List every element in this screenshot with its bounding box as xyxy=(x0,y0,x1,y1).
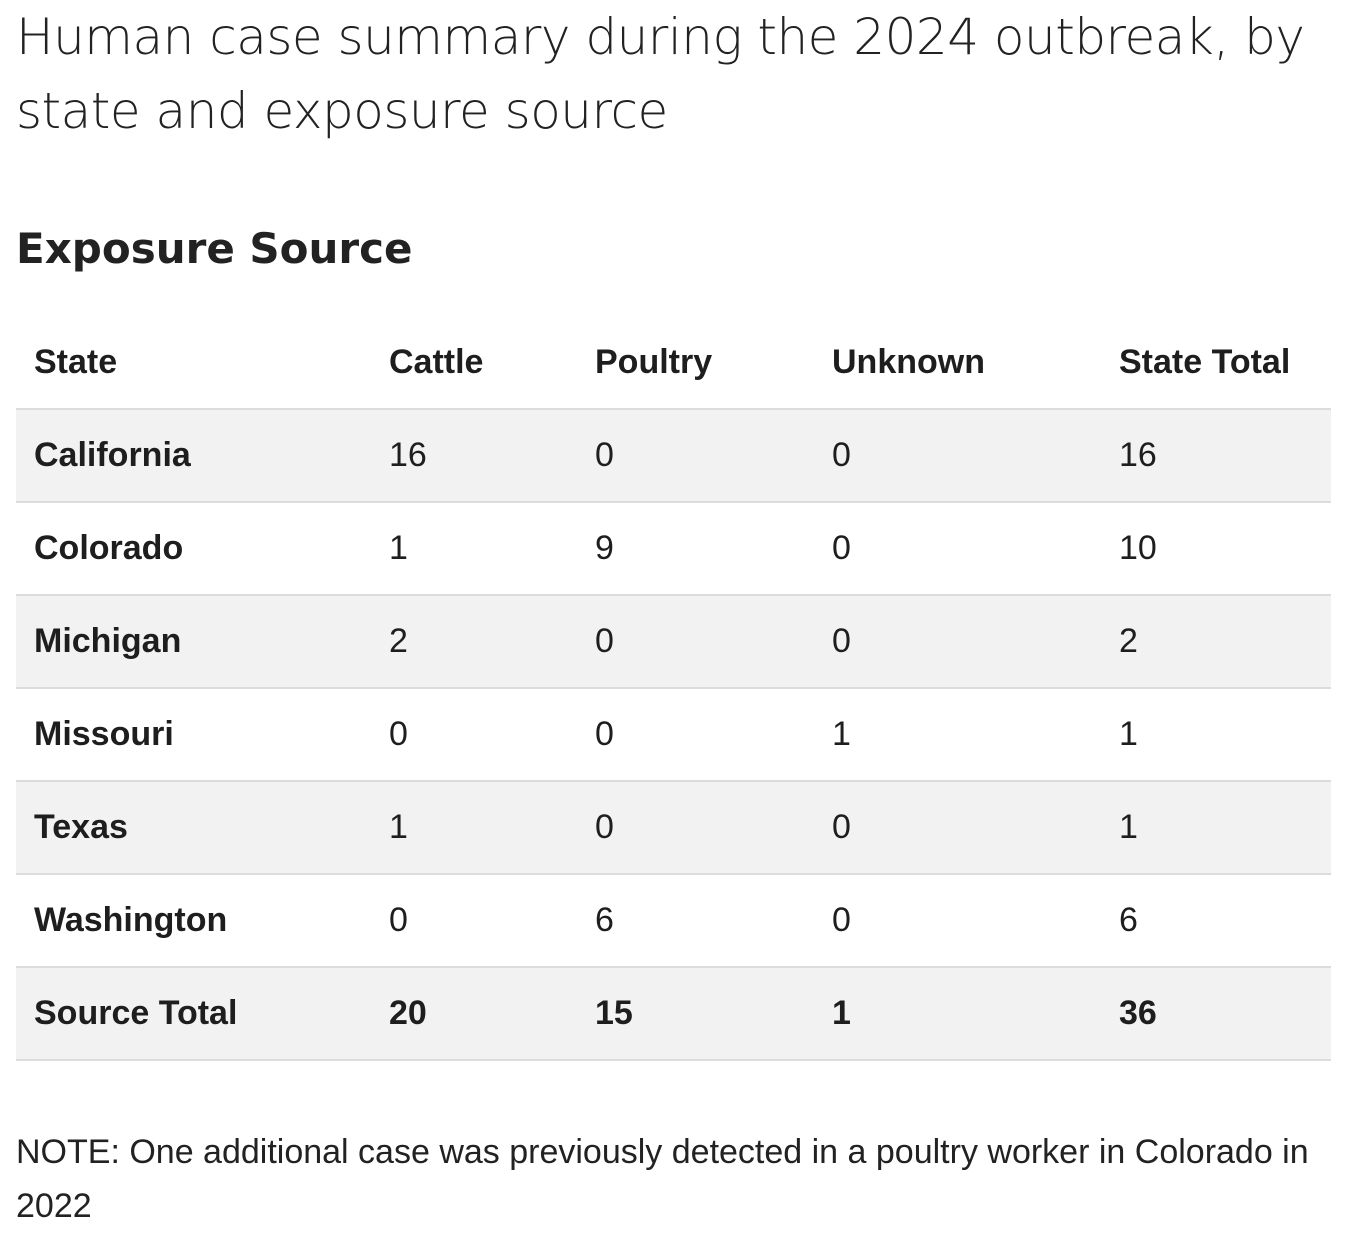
grand-total: 36 xyxy=(1101,967,1331,1061)
header-state-total: State Total xyxy=(1101,317,1331,410)
cattle-total: 20 xyxy=(371,967,577,1061)
state-total-count: 10 xyxy=(1101,502,1331,596)
page: Human case summary during the 2024 outbr… xyxy=(16,0,1331,1225)
source-total-row: Source Total 20 15 1 36 xyxy=(16,967,1331,1061)
cattle-count: 0 xyxy=(371,688,577,782)
state-name: Colorado xyxy=(16,502,371,596)
case-summary-table: State Cattle Poultry Unknown State Total… xyxy=(16,317,1331,1061)
state-total-count: 1 xyxy=(1101,688,1331,782)
poultry-count: 6 xyxy=(577,874,814,968)
unknown-count: 0 xyxy=(814,502,1101,596)
poultry-total: 15 xyxy=(577,967,814,1061)
poultry-count: 0 xyxy=(577,409,814,503)
table-row: Texas 1 0 0 1 xyxy=(16,781,1331,875)
table-header-row: State Cattle Poultry Unknown State Total xyxy=(16,317,1331,410)
state-name: Washington xyxy=(16,874,371,968)
cattle-count: 16 xyxy=(371,409,577,503)
poultry-count: 0 xyxy=(577,595,814,689)
state-name: Texas xyxy=(16,781,371,875)
state-total-count: 16 xyxy=(1101,409,1331,503)
source-total-label: Source Total xyxy=(16,967,371,1061)
table-row: Missouri 0 0 1 1 xyxy=(16,688,1331,782)
state-name: Michigan xyxy=(16,595,371,689)
state-total-count: 1 xyxy=(1101,781,1331,875)
header-cattle: Cattle xyxy=(371,317,577,410)
cattle-count: 1 xyxy=(371,781,577,875)
unknown-count: 0 xyxy=(814,595,1101,689)
unknown-count: 0 xyxy=(814,874,1101,968)
header-state: State xyxy=(16,317,371,410)
header-unknown: Unknown xyxy=(814,317,1101,410)
page-title: Human case summary during the 2024 outbr… xyxy=(16,8,1305,140)
table-subtitle: Exposure Source xyxy=(16,224,413,273)
unknown-total: 1 xyxy=(814,967,1101,1061)
state-name: California xyxy=(16,409,371,503)
unknown-count: 1 xyxy=(814,688,1101,782)
cattle-count: 0 xyxy=(371,874,577,968)
state-name: Missouri xyxy=(16,688,371,782)
poultry-count: 9 xyxy=(577,502,814,596)
cattle-count: 2 xyxy=(371,595,577,689)
footnote: NOTE: One additional case was previously… xyxy=(16,1133,1309,1225)
state-total-count: 2 xyxy=(1101,595,1331,689)
poultry-count: 0 xyxy=(577,688,814,782)
table-row: Michigan 2 0 0 2 xyxy=(16,595,1331,689)
unknown-count: 0 xyxy=(814,409,1101,503)
unknown-count: 0 xyxy=(814,781,1101,875)
cattle-count: 1 xyxy=(371,502,577,596)
table-row: Colorado 1 9 0 10 xyxy=(16,502,1331,596)
header-poultry: Poultry xyxy=(577,317,814,410)
table-row: California 16 0 0 16 xyxy=(16,409,1331,503)
table-row: Washington 0 6 0 6 xyxy=(16,874,1331,968)
poultry-count: 0 xyxy=(577,781,814,875)
state-total-count: 6 xyxy=(1101,874,1331,968)
